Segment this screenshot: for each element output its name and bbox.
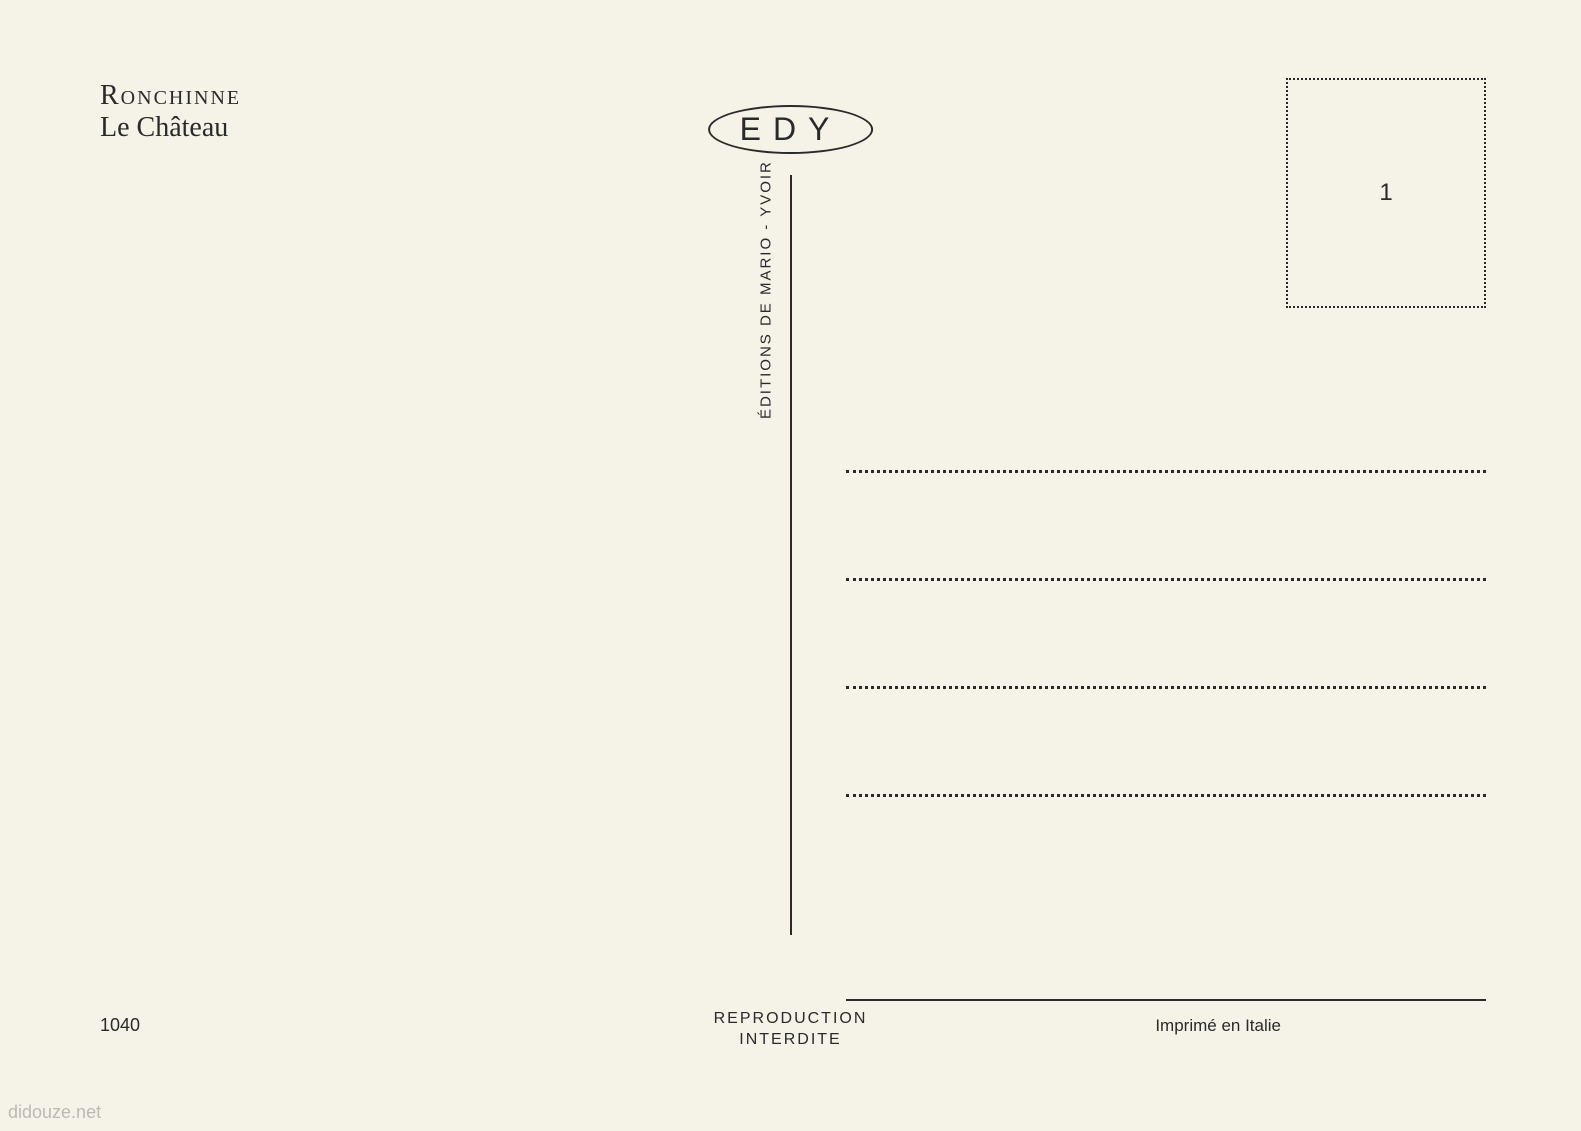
reproduction-line2: INTERDITE [714, 1030, 868, 1051]
bottom-divider-line [846, 999, 1486, 1001]
address-line [846, 794, 1486, 797]
reproduction-notice: REPRODUCTION INTERDITE [714, 1009, 868, 1051]
reproduction-line1: REPRODUCTION [714, 1009, 868, 1030]
watermark: didouze.net [8, 1102, 101, 1123]
address-line [846, 470, 1486, 473]
stamp-number: 1 [1379, 179, 1392, 207]
address-line [846, 686, 1486, 689]
stamp-placeholder: 1 [1286, 78, 1486, 308]
address-line [846, 578, 1486, 581]
print-location: Imprimé en Italie [1155, 1016, 1281, 1036]
postcard-back: Ronchinne Le Château EDY ÉDITIONS DE MAR… [0, 0, 1581, 1131]
location-title: Ronchinne Le Château [100, 80, 241, 144]
location-subtitle: Le Château [100, 112, 241, 144]
publisher-name: ÉDITIONS DE MARIO - YVOIR [758, 160, 775, 419]
center-divider-line [790, 175, 792, 935]
reference-number: 1040 [100, 1015, 140, 1036]
address-area [846, 470, 1486, 902]
location-name: Ronchinne [100, 80, 241, 112]
logo-text: EDY [740, 111, 842, 147]
publisher-logo: EDY [708, 105, 874, 154]
